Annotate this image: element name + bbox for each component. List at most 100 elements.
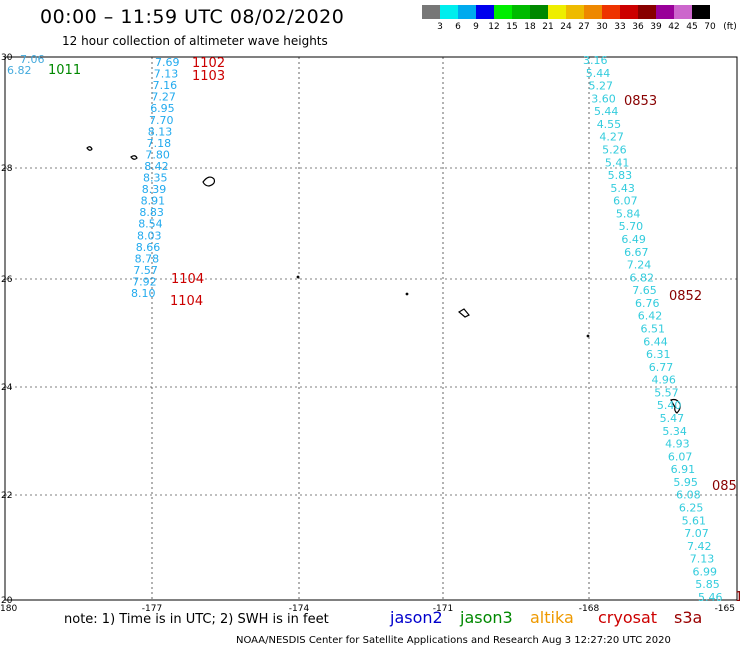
pass-time-label: 1	[735, 590, 740, 605]
map-grid	[5, 57, 737, 600]
lat-tick-label: 20	[1, 596, 13, 606]
swh-value: 4.27	[599, 131, 624, 144]
swh-value: 6.82	[7, 64, 32, 77]
color-scale-label: 6	[455, 22, 461, 32]
color-scale-label: 39	[650, 22, 662, 32]
island-outline	[86, 146, 93, 151]
swh-value: 6.82	[630, 271, 655, 284]
color-swatch-2	[458, 5, 476, 19]
swh-value: 7.69	[155, 56, 180, 69]
swh-value: 5.34	[662, 425, 687, 438]
swh-value: 6.31	[646, 348, 671, 361]
pass-time-label: 0852	[669, 289, 702, 304]
color-swatch-4	[494, 5, 512, 19]
swh-value: 7.13	[690, 553, 715, 566]
swh-value: 8.13	[148, 125, 173, 138]
swh-value: 5.44	[586, 67, 611, 80]
swh-value: 5.27	[588, 80, 613, 93]
color-scale-label: 70	[704, 22, 716, 32]
color-scale-label: 3	[437, 22, 443, 32]
swh-value: 7.42	[687, 540, 712, 553]
lon-tick-label: -168	[579, 604, 600, 614]
color-swatch-12	[638, 5, 656, 19]
color-swatch-6	[530, 5, 548, 19]
color-scale-label: 15	[506, 22, 518, 32]
color-scale-label: 36	[632, 22, 644, 32]
lon-tick-label: -171	[433, 604, 453, 614]
pass-time-label: 1011	[48, 63, 81, 78]
swh-value: 5.26	[602, 144, 627, 157]
color-swatch-13	[656, 5, 674, 19]
swh-value: 5.95	[673, 476, 698, 489]
color-scale-label: 27	[578, 22, 590, 32]
color-swatch-14	[674, 5, 692, 19]
swh-value: 7.80	[145, 148, 170, 161]
swh-value: 6.51	[641, 323, 666, 336]
swh-value: 4.93	[665, 438, 690, 451]
swh-value: 8.42	[144, 160, 169, 173]
swh-value: 6.07	[613, 195, 638, 208]
page-title: 00:00 – 11:59 UTC 08/02/2020	[40, 6, 345, 28]
map-frame	[4, 56, 738, 601]
swh-value: 8.10	[131, 287, 156, 300]
island-outline	[670, 398, 681, 414]
swh-value: 7.92	[132, 275, 157, 288]
legend-jason2: jason2	[390, 608, 443, 627]
swh-value: 6.25	[679, 502, 704, 515]
color-scale-label: 21	[542, 22, 554, 32]
swh-value: 4.96	[651, 374, 676, 387]
swh-value: 6.49	[621, 233, 646, 246]
color-scale-label: 12	[488, 22, 500, 32]
island-outline	[405, 292, 409, 296]
color-scale-label: 18	[524, 22, 536, 32]
color-scale-label: 33	[614, 22, 626, 32]
color-swatch-9	[584, 5, 602, 19]
pass-time-label: 1102	[192, 56, 225, 71]
color-scale-label: 9	[473, 22, 479, 32]
pass-time-label: 0853	[624, 94, 657, 109]
lon-tick-label: -174	[289, 604, 310, 614]
swh-value: 7.06	[20, 53, 45, 66]
swh-value: 5.85	[695, 578, 720, 591]
swh-value: 5.70	[619, 220, 644, 233]
swh-value: 6.91	[671, 463, 696, 476]
swh-value: 7.27	[151, 91, 176, 104]
color-swatch-0	[422, 5, 440, 19]
swh-value: 5.44	[594, 105, 619, 118]
pass-time-label: 1103	[192, 69, 225, 84]
color-swatch-11	[620, 5, 638, 19]
swh-value: 7.70	[149, 114, 174, 127]
lat-tick-label: 30	[1, 53, 13, 63]
color-scale-label: 24	[560, 22, 572, 32]
swh-value: 5.47	[660, 412, 685, 425]
satellite-tracks: 7.066.827.697.137.167.276.957.708.137.18…	[7, 53, 723, 604]
lat-tick-label: 26	[1, 275, 13, 285]
swh-value: 7.16	[153, 79, 178, 92]
swh-value: 8.78	[135, 252, 160, 265]
swh-value: 5.46	[698, 591, 723, 604]
color-swatch-5	[512, 5, 530, 19]
island-outline	[202, 176, 216, 187]
color-swatch-1	[440, 5, 458, 19]
color-swatch-15	[692, 5, 710, 19]
legend-altika: altika	[530, 608, 574, 627]
swh-value: 8.83	[139, 206, 164, 219]
swh-value: 6.76	[635, 297, 660, 310]
swh-value: 5.41	[605, 156, 630, 169]
map-tick-labels: -180 -177 -174 -171 -168 -165 30 28 26 24 22 20	[0, 53, 735, 614]
swh-value: 8.91	[141, 195, 166, 208]
swh-value: 8.66	[136, 241, 161, 254]
footer-note: note: 1) Time is in UTC; 2) SWH is in fe…	[64, 612, 329, 627]
color-scale-label: 30	[596, 22, 608, 32]
legend-s3a: s3a	[674, 608, 703, 627]
swh-value: 7.57	[133, 264, 158, 277]
lon-tick-label: -165	[715, 604, 735, 614]
swh-value: 8.39	[142, 183, 167, 196]
island-outline	[296, 275, 300, 279]
color-swatch-3	[476, 5, 494, 19]
island-outline	[130, 155, 138, 160]
footer-credit: NOAA/NESDIS Center for Satellite Applica…	[236, 635, 671, 646]
swh-value: 6.07	[668, 450, 693, 463]
